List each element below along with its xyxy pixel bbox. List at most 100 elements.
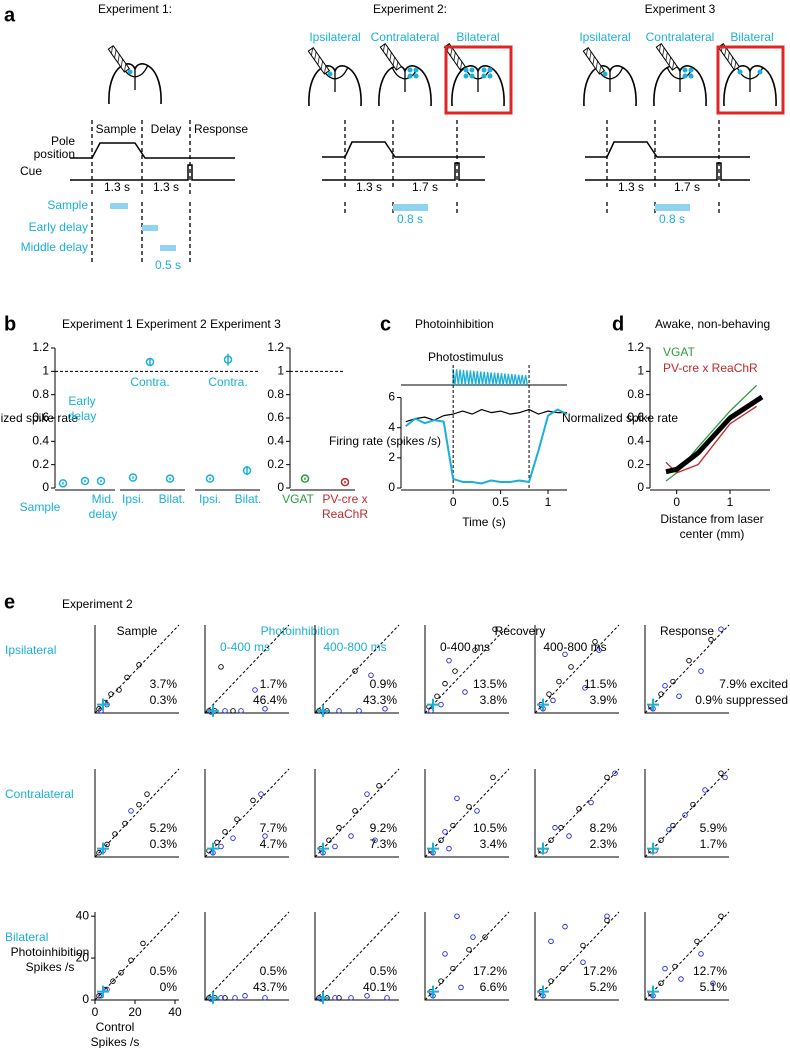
neuron-point bbox=[124, 674, 130, 681]
unity-line bbox=[314, 911, 400, 1001]
neuron-point bbox=[352, 808, 358, 814]
epoch-label: Delay bbox=[151, 122, 182, 136]
neuron-point bbox=[666, 827, 672, 833]
unity-line bbox=[204, 624, 290, 714]
unity-line bbox=[644, 911, 730, 1001]
x-tick-label: 0.5 bbox=[492, 495, 509, 509]
y-tick-label: 1 bbox=[637, 364, 644, 378]
neuron-point bbox=[352, 668, 358, 674]
unity-line bbox=[424, 624, 510, 714]
distance-line bbox=[665, 384, 758, 482]
neuron-point bbox=[230, 708, 236, 714]
neuron-point bbox=[482, 934, 488, 940]
percent-suppressed: 43.3% bbox=[363, 693, 397, 707]
experiment-title: Experiment 3 bbox=[645, 2, 716, 16]
neuron-point bbox=[604, 913, 610, 919]
neuron-point bbox=[438, 837, 444, 843]
duration-label: 1.7 s bbox=[412, 180, 438, 194]
panel-letter: a bbox=[4, 4, 16, 26]
neuron-point bbox=[348, 833, 354, 839]
neuron-point bbox=[576, 806, 582, 812]
rate-line bbox=[405, 408, 567, 423]
neuron-point bbox=[384, 995, 390, 1001]
x-tick-label: 40 bbox=[168, 1005, 182, 1019]
y-tick-label: 1.2 bbox=[267, 340, 284, 354]
percent-excited: 0.5% bbox=[260, 964, 288, 978]
neuron-point bbox=[144, 791, 150, 797]
panel-letter: c bbox=[380, 313, 391, 335]
neuron-point bbox=[718, 770, 724, 776]
y-tick-label: 0.6 bbox=[267, 410, 284, 424]
neuron-point bbox=[242, 993, 248, 999]
mean-cross bbox=[647, 985, 659, 998]
category-label: Sample bbox=[19, 500, 61, 514]
neuron-point bbox=[222, 829, 228, 835]
y-tick-label: 0.2 bbox=[267, 457, 284, 471]
mean-cross bbox=[647, 698, 659, 711]
neuron-point bbox=[474, 808, 480, 814]
percent-suppressed: 4.7% bbox=[260, 837, 288, 851]
category-label: PV-cre x ReaChR bbox=[321, 492, 369, 521]
neuron-point bbox=[136, 662, 142, 668]
category-label: Ipsi. bbox=[198, 492, 221, 506]
neuron-point bbox=[364, 791, 370, 797]
y-tick-label: 0.2 bbox=[627, 457, 644, 471]
neuron-point bbox=[262, 833, 268, 839]
data-point bbox=[128, 473, 138, 482]
neuron-point bbox=[438, 978, 444, 984]
neuron-point bbox=[442, 680, 448, 687]
neuron-point bbox=[128, 808, 134, 814]
panel-letter: d bbox=[612, 313, 624, 335]
neuron-point bbox=[252, 687, 258, 693]
neuron-point bbox=[116, 687, 122, 693]
data-point bbox=[223, 355, 233, 364]
neuron-point bbox=[438, 701, 444, 708]
panel-letter: e bbox=[4, 591, 15, 613]
stim-duration: 0.8 s bbox=[397, 212, 423, 226]
duration-label: 1.3 s bbox=[104, 180, 130, 194]
neuron-point bbox=[596, 647, 602, 653]
neuron-point bbox=[96, 993, 102, 999]
column-header: Photoinhibition bbox=[261, 624, 340, 638]
mean-cross bbox=[427, 842, 439, 855]
y-tick-label: 0.4 bbox=[267, 434, 284, 448]
photostimulus-trace bbox=[452, 368, 528, 386]
neuron-point bbox=[568, 664, 574, 670]
percent-excited: 0.9% bbox=[370, 677, 398, 691]
y-tick-label: 0 bbox=[637, 480, 644, 494]
neuron-point bbox=[250, 797, 256, 804]
mean-cross bbox=[427, 985, 439, 998]
condition-label: Middle delay bbox=[21, 240, 88, 254]
data-point bbox=[145, 357, 155, 367]
data-point bbox=[165, 474, 175, 483]
neuron-point bbox=[658, 691, 664, 697]
condition-label: Early delay bbox=[29, 220, 88, 234]
mean-cross bbox=[97, 842, 109, 855]
neuron-point bbox=[670, 822, 676, 829]
y-tick-label: 0 bbox=[388, 480, 395, 494]
percent-excited: 7.7% bbox=[260, 821, 288, 835]
percent-suppressed: 5.1% bbox=[700, 980, 728, 994]
neuron-point bbox=[682, 812, 688, 818]
x-tick-label: 20 bbox=[128, 1005, 142, 1019]
percent-suppressed: 5.2% bbox=[590, 980, 618, 994]
neuron-point bbox=[698, 951, 704, 957]
neuron-point bbox=[658, 837, 664, 843]
y-tick-label: 6 bbox=[388, 390, 395, 404]
y-tick-label: 0.4 bbox=[627, 434, 644, 448]
percent-excited: 9.2% bbox=[370, 821, 398, 835]
unity-line bbox=[94, 624, 180, 714]
cue-label: Cue bbox=[20, 164, 42, 178]
neuron-point bbox=[550, 697, 556, 704]
unity-line bbox=[644, 624, 730, 714]
condition-label: Bilateral bbox=[456, 30, 499, 44]
neuron-point bbox=[462, 689, 468, 695]
mean-cross bbox=[207, 704, 219, 717]
neuron-point bbox=[222, 708, 228, 714]
neuron-point bbox=[118, 970, 124, 976]
row-label: Ipsilateral bbox=[5, 643, 56, 657]
percent-suppressed: 3.4% bbox=[480, 837, 508, 851]
neuron-point bbox=[556, 678, 562, 685]
condition-label: Sample bbox=[47, 198, 88, 212]
neuron-point bbox=[446, 657, 452, 664]
